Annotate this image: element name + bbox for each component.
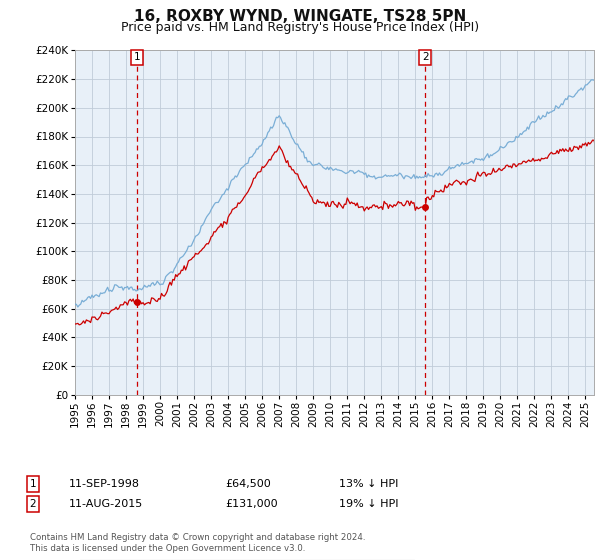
Text: £64,500: £64,500 (225, 479, 271, 489)
Text: 19% ↓ HPI: 19% ↓ HPI (339, 499, 398, 509)
Text: £131,000: £131,000 (225, 499, 278, 509)
Text: Price paid vs. HM Land Registry's House Price Index (HPI): Price paid vs. HM Land Registry's House … (121, 21, 479, 34)
Text: 1: 1 (29, 479, 37, 489)
Text: Contains HM Land Registry data © Crown copyright and database right 2024.
This d: Contains HM Land Registry data © Crown c… (30, 533, 365, 553)
Text: 1: 1 (134, 52, 141, 62)
Text: 2: 2 (29, 499, 37, 509)
Text: 16, ROXBY WYND, WINGATE, TS28 5PN: 16, ROXBY WYND, WINGATE, TS28 5PN (134, 9, 466, 24)
Text: 13% ↓ HPI: 13% ↓ HPI (339, 479, 398, 489)
Text: 2: 2 (422, 52, 428, 62)
Text: 11-AUG-2015: 11-AUG-2015 (69, 499, 143, 509)
Text: 11-SEP-1998: 11-SEP-1998 (69, 479, 140, 489)
